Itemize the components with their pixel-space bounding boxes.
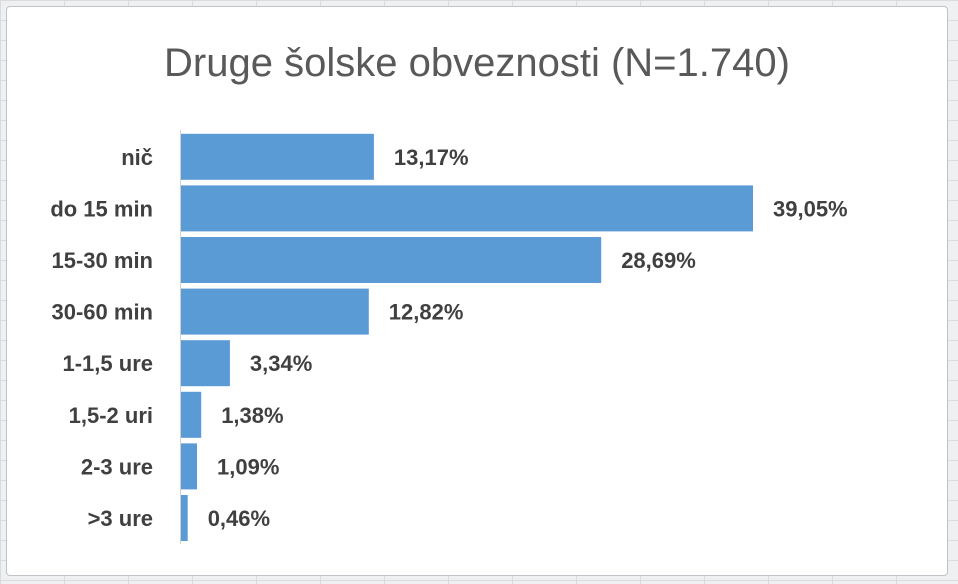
bar[interactable] — [181, 288, 369, 335]
category-label: 1,5-2 uri — [69, 403, 153, 428]
bar[interactable] — [181, 495, 188, 541]
category-label: 2-3 ure — [81, 454, 153, 479]
data-label: 12,82% — [389, 300, 464, 325]
bar[interactable] — [181, 340, 230, 387]
category-label: 15-30 min — [52, 248, 154, 273]
category-label: 30-60 min — [52, 300, 154, 325]
bar[interactable] — [181, 185, 753, 232]
category-label: >3 ure — [88, 506, 153, 531]
bar[interactable] — [181, 133, 374, 180]
bar[interactable] — [181, 443, 197, 490]
data-label: 13,17% — [394, 145, 469, 170]
data-label: 1,38% — [221, 403, 283, 428]
category-label: 1-1,5 ure — [63, 351, 154, 376]
bar[interactable] — [181, 391, 202, 438]
data-label: 3,34% — [250, 351, 312, 376]
data-label: 0,46% — [208, 506, 270, 531]
data-label: 28,69% — [621, 248, 696, 273]
bar[interactable] — [181, 237, 602, 283]
category-label: do 15 min — [50, 196, 153, 221]
chart-area[interactable]: Druge šolske obveznosti (N=1.740) — [6, 6, 948, 576]
category-label: nič — [121, 145, 153, 170]
data-label: 39,05% — [773, 196, 848, 221]
chart-title: Druge šolske obveznosti (N=1.740) — [164, 41, 790, 85]
data-label: 1,09% — [217, 454, 279, 479]
